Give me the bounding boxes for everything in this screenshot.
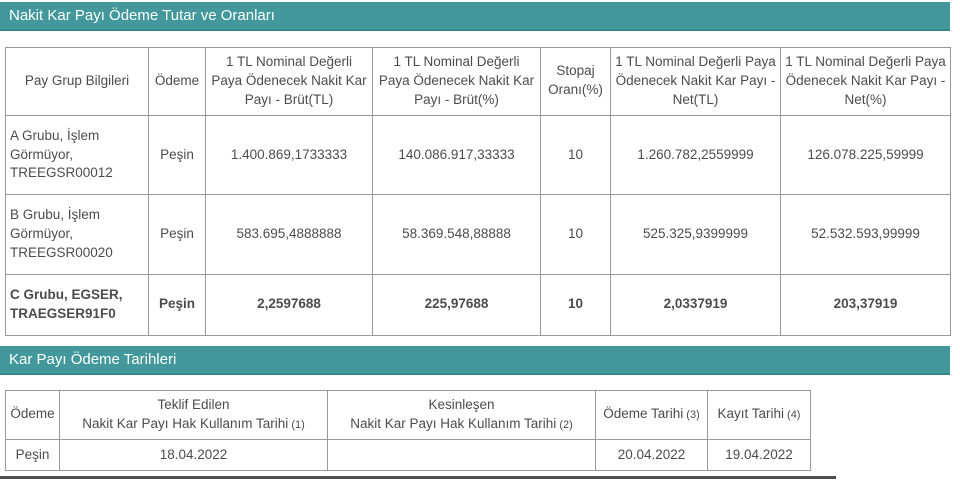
table-row-group-c: C Grubu, EGSER, TRAEGSER91F0 Peşin 2,259… [5,274,951,336]
proposed-date-cell: 18.04.2022 [59,438,328,472]
col-header-gross-pct: 1 TL Nominal Değerli Paya Ödenecek Nakit… [372,47,541,116]
section-header-dates: Kar Payı Ödeme Tarihleri [0,345,950,375]
table-row-group-b: B Grubu, İşlem Görmüyor, TREEGSR00020 Pe… [5,194,951,276]
footnote-ref: (3) [686,409,700,422]
withholding-cell: 10 [540,114,611,196]
dates-row: Peşin 18.04.2022 20.04.2022 19.04.2022 [5,438,811,472]
col-header-proposed-date: Teklif Edilen Nakit Kar Payı Hak Kullanı… [59,389,328,440]
header-text: Kayıt Tarihi [717,406,785,422]
col-header-final-date: Kesinleşen Nakit Kar Payı Hak Kullanım T… [327,389,596,440]
payment-type-cell: Peşin [5,438,60,472]
header-text: Ödeme Tarihi [603,406,684,422]
payment-date-cell: 20.04.2022 [595,438,708,472]
pay-group-cell: A Grubu, İşlem Görmüyor, TREEGSR00012 [5,114,149,196]
gross-tl-cell: 2,2597688 [205,274,373,336]
payment-type-cell: Peşin [148,114,206,196]
net-pct-cell: 203,37919 [780,274,951,336]
section-title: Nakit Kar Payı Ödeme Tutar ve Oranları [9,7,275,24]
header-text: Nakit Kar Payı Hak Kullanım Tarihi [82,415,289,431]
net-pct-cell: 52.532.593,99999 [780,194,951,276]
next-section-top-edge [0,476,836,480]
footnote-ref: (4) [787,409,801,422]
net-tl-cell: 2,0337919 [610,274,781,336]
header-line: Nakit Kar Payı Hak Kullanım Tarihi (2) [332,415,591,434]
net-tl-cell: 525.325,9399999 [610,194,781,276]
col-header-pay-group: Pay Grup Bilgileri [5,47,149,116]
header-line: Nakit Kar Payı Hak Kullanım Tarihi (1) [64,415,323,434]
net-tl-cell: 1.260.782,2559999 [610,114,781,196]
header-line: Teklif Edilen [157,396,230,412]
footnote-ref: (2) [559,418,573,431]
table-row-group-a: A Grubu, İşlem Görmüyor, TREEGSR00012 Pe… [5,114,951,196]
col-header-net-pct: 1 TL Nominal Değerli Paya Ödenecek Nakit… [780,47,951,116]
footnote-ref: (1) [291,418,305,431]
amounts-header-row: Pay Grup Bilgileri Ödeme 1 TL Nominal De… [5,47,951,116]
col-header-payment-date: Ödeme Tarihi (3) [595,389,708,440]
payment-type-cell: Peşin [148,274,206,336]
pay-group-cell: B Grubu, İşlem Görmüyor, TREEGSR00020 [5,194,149,276]
gross-tl-cell: 583.695,4888888 [205,194,373,276]
col-header-payment: Ödeme [148,47,206,116]
section-title: Kar Payı Ödeme Tarihleri [9,350,177,368]
record-date-cell: 19.04.2022 [707,438,811,472]
dates-header-row: Ödeme Teklif Edilen Nakit Kar Payı Hak K… [5,389,811,440]
col-header-net-tl: 1 TL Nominal Değerli Paya Ödenecek Nakit… [610,47,781,116]
gross-pct-cell: 140.086.917,33333 [372,114,541,196]
dividend-amounts-table: Pay Grup Bilgileri Ödeme 1 TL Nominal De… [5,47,951,336]
header-line: Kesinleşen [428,396,495,412]
col-header-payment: Ödeme [5,389,60,440]
gross-pct-cell: 58.369.548,88888 [372,194,541,276]
col-header-record-date: Kayıt Tarihi (4) [707,389,811,440]
pay-group-cell: C Grubu, EGSER, TRAEGSER91F0 [5,274,149,336]
header-text: Nakit Kar Payı Hak Kullanım Tarihi [350,415,557,431]
gross-tl-cell: 1.400.869,1733333 [205,114,373,196]
col-header-withholding: Stopaj Oranı(%) [540,47,611,116]
payment-type-cell: Peşin [148,194,206,276]
net-pct-cell: 126.078.225,59999 [780,114,951,196]
dividend-dates-table: Ödeme Teklif Edilen Nakit Kar Payı Hak K… [5,389,811,472]
withholding-cell: 10 [540,274,611,336]
gross-pct-cell: 225,97688 [372,274,541,336]
withholding-cell: 10 [540,194,611,276]
col-header-gross-tl: 1 TL Nominal Değerli Paya Ödenecek Nakit… [205,47,373,116]
section-header-amounts: Nakit Kar Payı Ödeme Tutar ve Oranları [0,2,950,31]
final-date-cell [327,438,596,472]
